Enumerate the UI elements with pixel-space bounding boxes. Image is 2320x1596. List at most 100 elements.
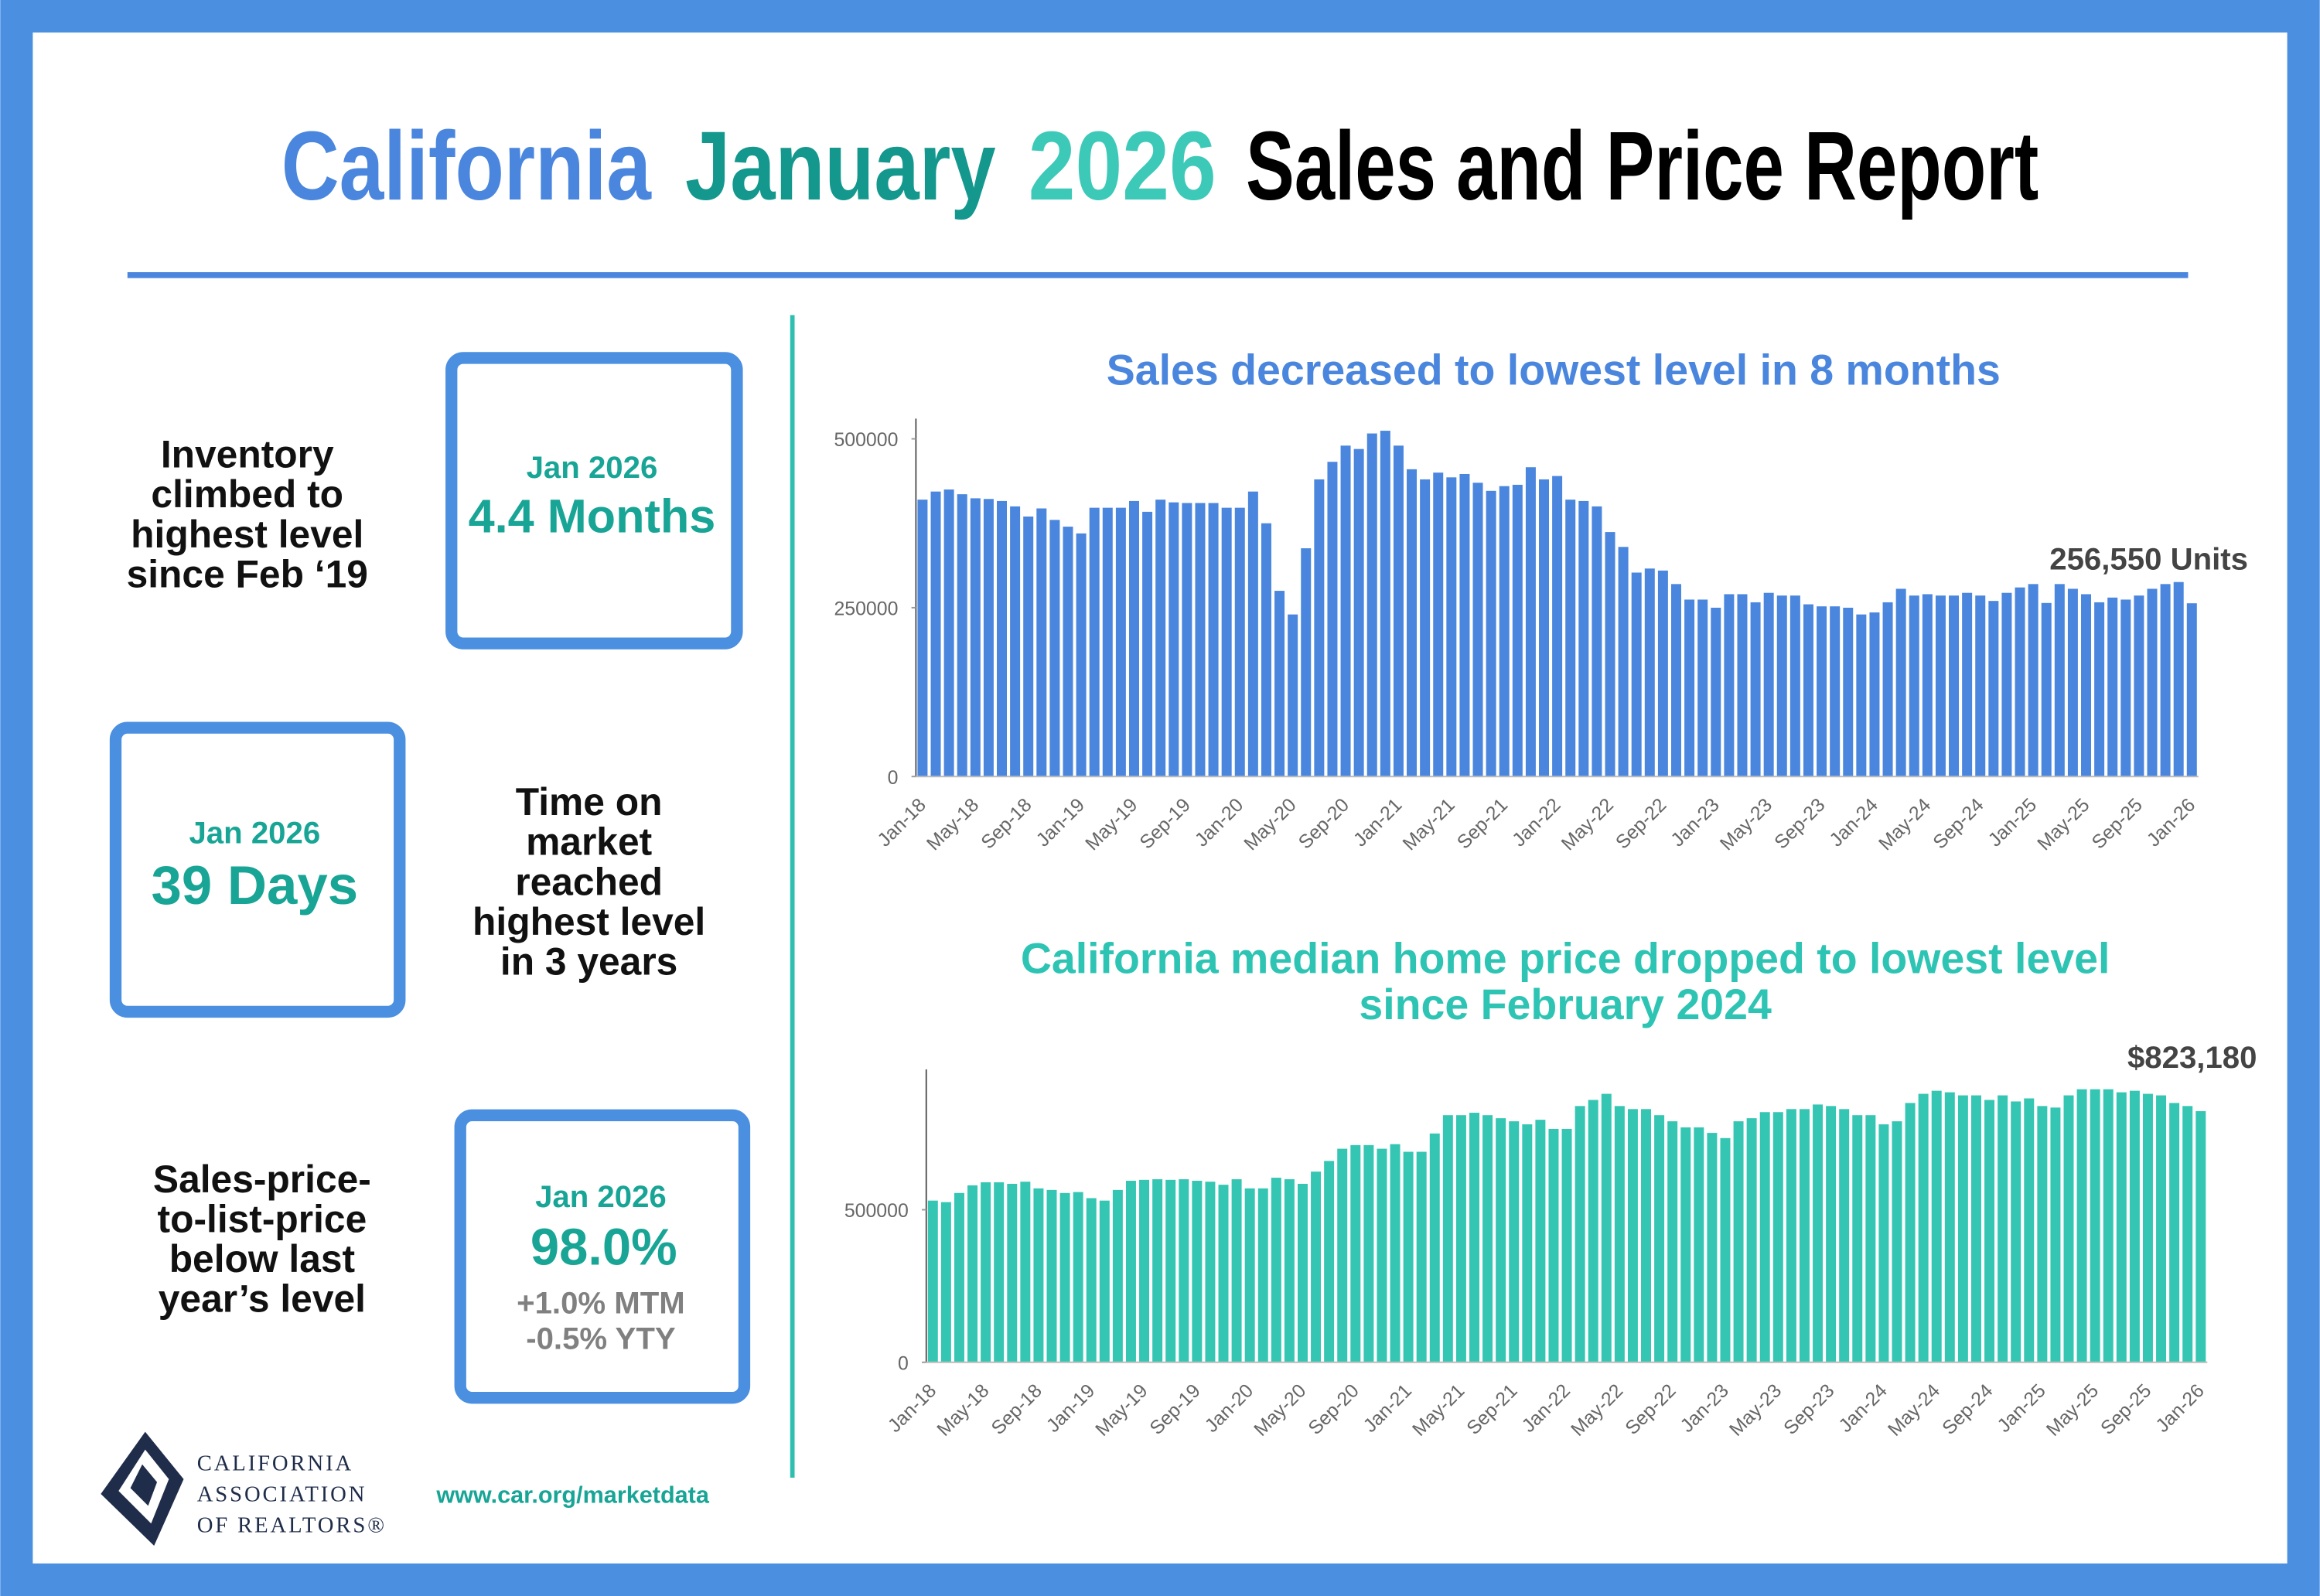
bar — [1618, 547, 1629, 777]
bar — [1314, 479, 1325, 777]
bar — [1407, 469, 1418, 777]
title-part: California — [281, 111, 653, 220]
bar — [1962, 592, 1973, 777]
bar — [2024, 1098, 2035, 1362]
stat-box — [109, 721, 406, 1018]
bar — [1535, 1120, 1546, 1362]
bar — [2028, 584, 2039, 777]
bar — [2067, 588, 2078, 777]
divider — [790, 315, 795, 1478]
bar — [1152, 1179, 1163, 1362]
bar — [1059, 1192, 1070, 1362]
bar — [1288, 614, 1298, 777]
x-tick-label: May-20 — [1240, 794, 1300, 854]
bar — [2103, 1089, 2114, 1362]
url[interactable]: www.car.org/marketdata — [435, 1482, 710, 1508]
stat-label: reached — [515, 860, 663, 903]
bar — [1759, 1112, 1770, 1362]
bar — [1403, 1151, 1414, 1362]
bar — [1234, 507, 1245, 777]
bar — [1337, 1148, 1348, 1362]
bar — [1099, 1200, 1110, 1362]
bar — [1772, 1112, 1783, 1362]
bar — [930, 491, 941, 777]
bar — [940, 1202, 951, 1362]
bar — [1472, 483, 1483, 777]
bar — [1363, 1144, 1374, 1362]
bar — [1433, 472, 1444, 777]
bar — [954, 1192, 964, 1362]
x-tick-label: Jan-26 — [2151, 1379, 2209, 1437]
x-tick-label: May-20 — [1250, 1379, 1310, 1440]
y-tick-label: 250000 — [834, 598, 898, 619]
x-tick-label: Sep-20 — [1304, 1379, 1363, 1438]
bar — [2120, 599, 2131, 777]
bar — [1830, 606, 1841, 777]
bar — [1786, 1109, 1796, 1362]
header-rule — [127, 271, 2189, 278]
bar — [1086, 1198, 1097, 1362]
stat-label: highest level — [131, 513, 363, 556]
bar — [1843, 607, 1854, 777]
bar — [983, 499, 994, 777]
bar — [1641, 1109, 1651, 1362]
bar — [2156, 1095, 2167, 1362]
x-tick-label: May-23 — [1725, 1379, 1786, 1440]
bar — [2001, 592, 2012, 777]
bar — [1789, 595, 1800, 777]
x-tick-label: May-18 — [923, 794, 983, 854]
bar — [2134, 595, 2144, 777]
bar — [1195, 503, 1206, 777]
bar — [1512, 484, 1523, 777]
x-tick-label: May-21 — [1408, 1379, 1469, 1440]
bar — [981, 1182, 991, 1362]
bar — [1023, 516, 1034, 777]
x-tick-label: May-24 — [1875, 794, 1936, 855]
bar — [1592, 506, 1602, 777]
bar — [1128, 500, 1139, 777]
bar — [1205, 1182, 1216, 1362]
bar — [1327, 462, 1338, 777]
bar — [1817, 606, 1827, 777]
bar — [1353, 448, 1364, 777]
x-tick-label: May-18 — [933, 1379, 993, 1440]
stat-label: since Feb ‘19 — [127, 552, 368, 595]
bar — [1182, 503, 1192, 777]
y-tick-label: 500000 — [844, 1200, 909, 1222]
y-tick-label: 500000 — [834, 429, 898, 451]
value-label: 256,550 Units — [2049, 541, 2248, 576]
stat-date: Jan 2026 — [535, 1179, 667, 1214]
bar — [1102, 507, 1113, 777]
bar — [1525, 467, 1536, 777]
bar — [1350, 1144, 1361, 1362]
bar — [1998, 1095, 2008, 1362]
bar — [1561, 1128, 1572, 1362]
bar — [1297, 1183, 1308, 1362]
bar — [1720, 1137, 1731, 1362]
bar — [957, 494, 967, 777]
bar — [2054, 584, 2065, 777]
x-tick-label: Sep-25 — [2097, 1379, 2155, 1438]
x-tick-label: Sep-25 — [2087, 794, 2146, 853]
bar — [1957, 1095, 1968, 1362]
bar — [1905, 1103, 1916, 1362]
bar — [2094, 602, 2105, 777]
x-tick-label: May-24 — [1884, 1379, 1945, 1441]
bar — [1416, 1151, 1427, 1362]
chart-title: California median home price dropped to … — [1021, 935, 2110, 983]
bar — [1366, 433, 1377, 777]
bar — [2081, 594, 2092, 777]
x-tick-label: Sep-23 — [1770, 794, 1829, 853]
bar — [1733, 1121, 1744, 1362]
x-tick-label: Jan-25 — [1993, 1379, 2050, 1437]
stat-label: highest level — [473, 900, 705, 943]
bar — [1895, 588, 1906, 777]
bar — [2011, 1101, 2021, 1362]
bar — [1552, 476, 1563, 777]
chart-title: Sales decreased to lowest level in 8 mon… — [1107, 346, 2001, 394]
stat-label: Time on — [516, 780, 663, 824]
bar — [1627, 1109, 1638, 1362]
bar — [1165, 1179, 1176, 1362]
bar — [2107, 597, 2118, 777]
bar — [1049, 520, 1060, 777]
